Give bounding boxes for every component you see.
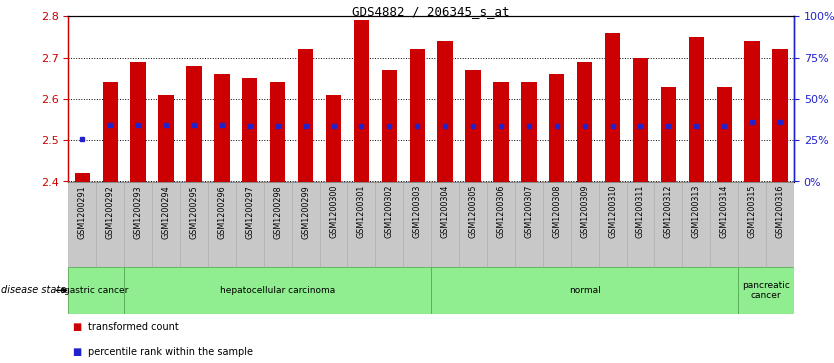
Text: GSM1200294: GSM1200294	[162, 185, 171, 238]
Bar	[515, 182, 543, 267]
Text: GSM1200314: GSM1200314	[720, 185, 729, 238]
Bar	[208, 182, 236, 267]
Text: GSM1200305: GSM1200305	[469, 185, 478, 238]
Text: GSM1200309: GSM1200309	[580, 185, 589, 238]
Bar	[626, 182, 655, 267]
Text: GSM1200301: GSM1200301	[357, 185, 366, 238]
Bar	[521, 82, 536, 182]
Text: GSM1200292: GSM1200292	[106, 185, 115, 238]
Bar	[319, 182, 348, 267]
Text: GSM1200300: GSM1200300	[329, 185, 338, 238]
Text: GSM1200299: GSM1200299	[301, 185, 310, 238]
Text: transformed count: transformed count	[88, 322, 178, 332]
Bar	[298, 49, 314, 182]
Text: GSM1200310: GSM1200310	[608, 185, 617, 238]
Bar	[404, 182, 431, 267]
Bar	[158, 95, 173, 182]
Bar	[326, 95, 341, 182]
Text: GSM1200295: GSM1200295	[189, 185, 198, 238]
Bar	[186, 66, 202, 182]
Text: GSM1200304: GSM1200304	[440, 185, 450, 238]
Bar	[409, 49, 425, 182]
Text: normal: normal	[569, 286, 600, 295]
Text: GSM1200293: GSM1200293	[133, 185, 143, 238]
Bar	[766, 182, 794, 267]
Bar	[96, 182, 124, 267]
Bar	[75, 173, 90, 182]
Text: GSM1200313: GSM1200313	[691, 185, 701, 238]
Bar	[236, 182, 264, 267]
Bar	[493, 82, 509, 182]
Bar	[633, 58, 648, 182]
Bar	[242, 78, 258, 182]
Text: GSM1200291: GSM1200291	[78, 185, 87, 238]
Bar	[459, 182, 487, 267]
Text: GSM1200306: GSM1200306	[496, 185, 505, 238]
Bar	[68, 267, 124, 314]
Text: GSM1200315: GSM1200315	[747, 185, 756, 238]
Bar	[152, 182, 180, 267]
Text: gastric cancer: gastric cancer	[64, 286, 128, 295]
Bar	[354, 20, 369, 182]
Text: GSM1200297: GSM1200297	[245, 185, 254, 238]
Bar	[124, 182, 152, 267]
Bar	[68, 182, 96, 267]
Bar	[292, 182, 319, 267]
Bar	[431, 267, 738, 314]
Bar	[772, 49, 787, 182]
Bar	[264, 182, 292, 267]
Bar	[382, 70, 397, 182]
Text: hepatocellular carcinoma: hepatocellular carcinoma	[220, 286, 335, 295]
Text: GSM1200303: GSM1200303	[413, 185, 422, 238]
Bar	[605, 33, 620, 182]
Bar	[487, 182, 515, 267]
Text: GSM1200316: GSM1200316	[776, 185, 785, 238]
Bar	[180, 182, 208, 267]
Bar	[438, 41, 453, 182]
Text: disease state: disease state	[1, 285, 66, 295]
Bar	[549, 74, 565, 182]
Text: percentile rank within the sample: percentile rank within the sample	[88, 347, 253, 357]
Text: GSM1200312: GSM1200312	[664, 185, 673, 238]
Bar	[543, 182, 570, 267]
Text: pancreatic
cancer: pancreatic cancer	[742, 281, 790, 300]
Text: GSM1200308: GSM1200308	[552, 185, 561, 238]
Text: GSM1200296: GSM1200296	[218, 185, 226, 238]
Bar	[599, 182, 626, 267]
Bar	[716, 86, 732, 182]
Bar	[124, 267, 431, 314]
Bar	[689, 37, 704, 182]
Bar	[348, 182, 375, 267]
Bar	[103, 82, 118, 182]
Bar	[711, 182, 738, 267]
Bar	[214, 74, 229, 182]
Text: ■: ■	[73, 322, 82, 332]
Text: GSM1200311: GSM1200311	[636, 185, 645, 238]
Bar	[738, 182, 766, 267]
Bar	[745, 41, 760, 182]
Bar	[130, 62, 146, 182]
Bar	[682, 182, 711, 267]
Bar	[661, 86, 676, 182]
Bar	[738, 267, 794, 314]
Bar	[570, 182, 599, 267]
Text: GSM1200298: GSM1200298	[274, 185, 282, 238]
Text: GSM1200307: GSM1200307	[525, 185, 534, 238]
Bar	[655, 182, 682, 267]
Text: ■: ■	[73, 347, 82, 357]
Bar	[375, 182, 404, 267]
Text: GDS4882 / 206345_s_at: GDS4882 / 206345_s_at	[353, 5, 510, 19]
Bar	[270, 82, 285, 182]
Bar	[431, 182, 459, 267]
Bar	[577, 62, 592, 182]
Bar	[465, 70, 480, 182]
Text: GSM1200302: GSM1200302	[384, 185, 394, 238]
